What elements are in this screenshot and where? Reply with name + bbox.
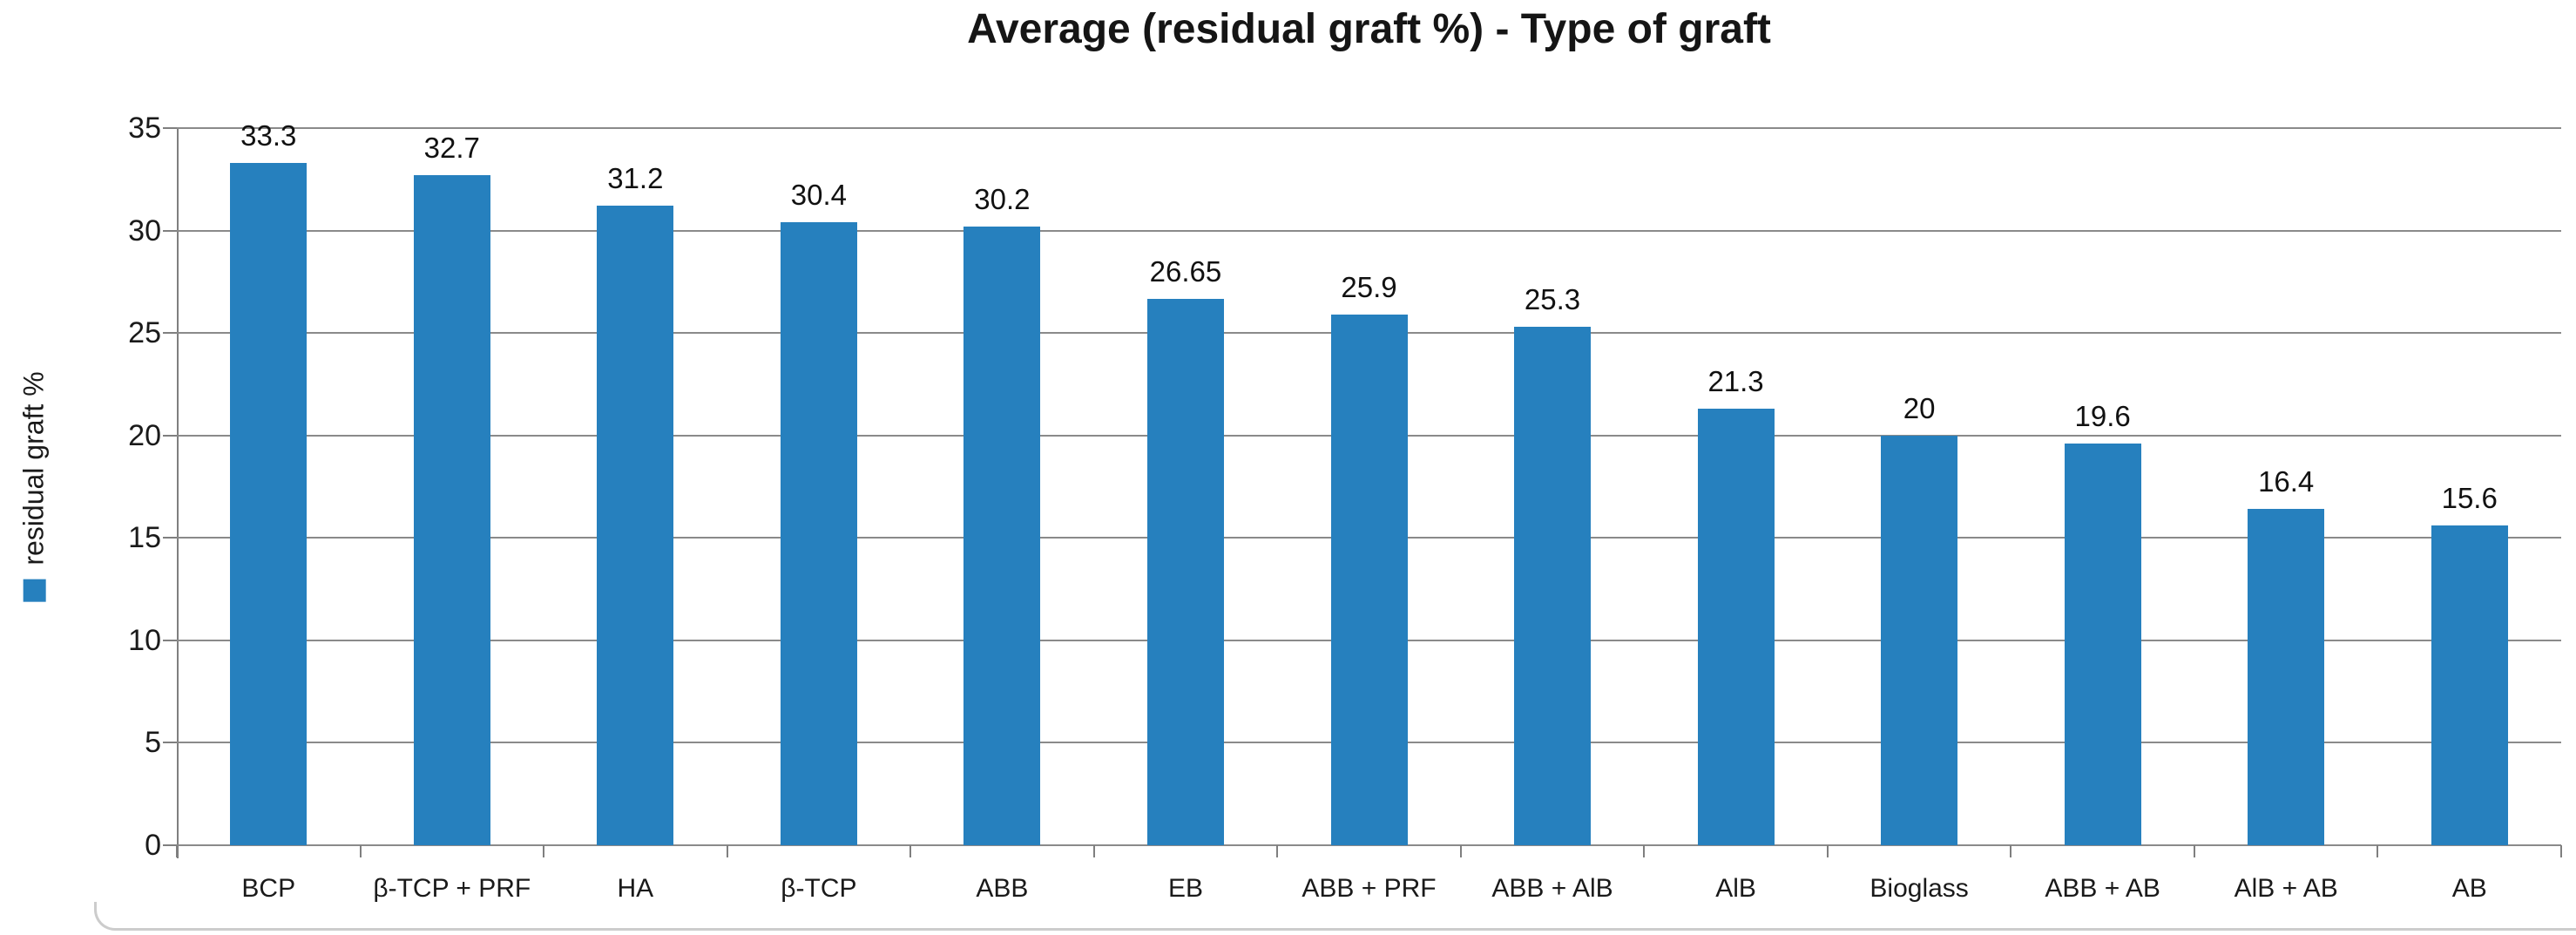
y-axis-tick xyxy=(163,127,177,129)
y-axis-tick-label: 10 xyxy=(128,623,161,657)
bar xyxy=(2064,444,2141,845)
bar-value-label: 25.9 xyxy=(1341,270,1397,303)
x-axis-category-label: ABB + AB xyxy=(2045,874,2160,903)
bar-value-label: 31.2 xyxy=(607,162,664,195)
bar xyxy=(2248,509,2325,845)
legend-square-icon xyxy=(23,579,46,602)
x-axis-category-label: ABB xyxy=(976,874,1029,903)
y-axis-tick-label: 35 xyxy=(128,112,161,145)
bar-value-label: 21.3 xyxy=(1707,365,1764,398)
x-axis-tick xyxy=(2560,845,2562,857)
x-axis-category-label: HA xyxy=(617,874,654,903)
bar-value-label: 15.6 xyxy=(2441,482,2498,515)
y-axis-tick-label: 0 xyxy=(145,829,161,862)
x-axis-category-label: β-TCP + PRF xyxy=(373,874,531,903)
bar xyxy=(230,162,308,845)
gridline xyxy=(177,229,2561,232)
x-axis-category-label: β-TCP xyxy=(781,874,857,903)
y-axis-title: residual graft % xyxy=(17,371,51,602)
bar xyxy=(780,222,857,845)
x-axis-category-label: BCP xyxy=(241,874,296,903)
y-axis-tick-label: 5 xyxy=(145,726,161,760)
bar xyxy=(413,175,490,845)
x-axis-category-label: AB xyxy=(2451,874,2487,903)
x-axis-tick xyxy=(726,845,728,857)
y-axis-tick-label: 20 xyxy=(128,418,161,452)
x-axis-tick xyxy=(543,845,545,857)
bar xyxy=(1697,409,1775,845)
bar-value-label: 25.3 xyxy=(1524,283,1581,316)
y-axis-tick xyxy=(163,229,177,232)
x-axis-tick xyxy=(2010,845,2012,857)
chart-frame-border xyxy=(94,902,2576,931)
x-axis-tick xyxy=(2193,845,2195,857)
y-axis-tick xyxy=(163,434,177,437)
x-axis-category-label: AlB + AB xyxy=(2234,874,2338,903)
x-axis-tick xyxy=(1092,845,1095,857)
plot-area xyxy=(177,127,2561,846)
x-axis-tick xyxy=(1459,845,1462,857)
bar-value-label: 33.3 xyxy=(240,119,297,152)
x-axis-tick xyxy=(1276,845,1279,857)
x-axis-category-label: ABB + PRF xyxy=(1302,874,1437,903)
y-axis-tick xyxy=(163,742,177,744)
bar-value-label: 32.7 xyxy=(423,132,480,165)
x-axis-tick xyxy=(2377,845,2379,857)
y-axis-tick xyxy=(163,844,177,846)
bar xyxy=(2431,525,2508,845)
x-axis-category-label: EB xyxy=(1167,874,1203,903)
bar-value-label: 20 xyxy=(1903,391,1936,424)
x-axis-tick xyxy=(359,845,362,857)
chart-title: Average (residual graft %) - Type of gra… xyxy=(967,6,1771,52)
y-axis-title-area: residual graft % xyxy=(3,128,64,845)
y-axis-tick xyxy=(163,332,177,335)
bar-value-label: 30.2 xyxy=(974,182,1031,215)
x-axis-tick xyxy=(176,845,178,857)
x-axis-category-label: Bioglass xyxy=(1869,874,1969,903)
y-axis-tick-label: 30 xyxy=(128,213,161,247)
y-axis-tick-label: 25 xyxy=(128,316,161,350)
x-axis-tick xyxy=(1643,845,1646,857)
x-axis-tick xyxy=(1826,845,1829,857)
bar xyxy=(1881,435,1958,845)
y-axis-tick xyxy=(163,537,177,539)
bar xyxy=(1330,314,1408,845)
bar-value-label: 19.6 xyxy=(2074,400,2131,433)
bar-value-label: 16.4 xyxy=(2258,465,2315,498)
bar xyxy=(963,226,1041,845)
y-axis-title-label: residual graft % xyxy=(17,371,50,566)
bar-value-label: 26.65 xyxy=(1149,255,1222,288)
x-axis-line xyxy=(177,844,2561,846)
bar xyxy=(597,206,674,845)
y-axis-tick xyxy=(163,639,177,641)
bar-value-label: 30.4 xyxy=(790,179,847,212)
x-axis-tick xyxy=(909,845,912,857)
bar xyxy=(1146,299,1224,845)
bar xyxy=(1514,327,1592,845)
y-axis-line xyxy=(177,128,179,858)
x-axis-category-label: ABB + AlB xyxy=(1491,874,1613,903)
x-axis-category-label: AlB xyxy=(1715,874,1756,903)
y-axis-tick-label: 15 xyxy=(128,521,161,555)
gridline xyxy=(177,127,2561,129)
